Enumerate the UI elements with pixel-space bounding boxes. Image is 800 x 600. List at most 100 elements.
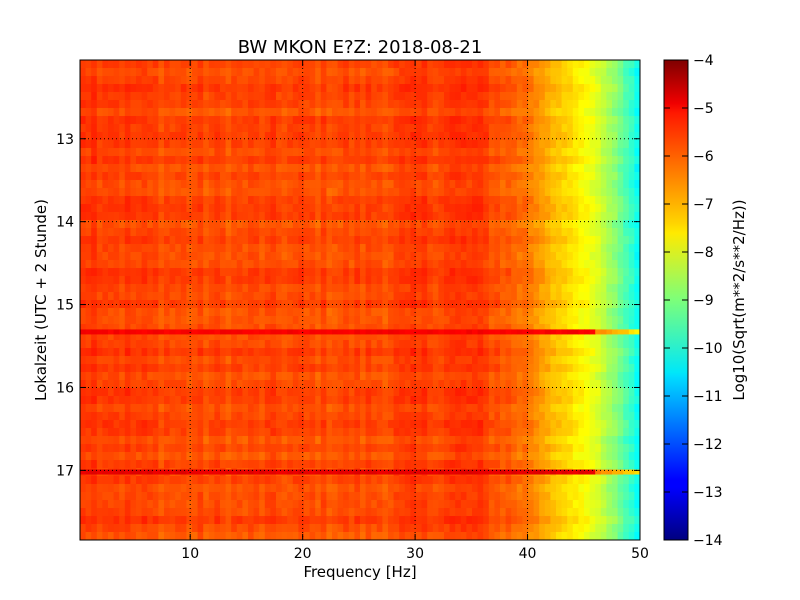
heatmap-cell <box>477 228 484 237</box>
heatmap-cell <box>589 92 596 101</box>
heatmap-cell <box>253 124 260 133</box>
heatmap-cell <box>466 284 473 293</box>
heatmap-cell <box>393 308 400 317</box>
heatmap-cell <box>152 204 159 213</box>
heatmap-cell <box>309 356 316 365</box>
heatmap-cell <box>600 332 607 341</box>
heatmap-cell <box>186 180 193 189</box>
heatmap-cell <box>152 132 159 141</box>
heatmap-cell <box>483 220 490 229</box>
heatmap-cell <box>472 244 479 253</box>
heatmap-cell <box>528 268 535 277</box>
heatmap-cell <box>376 164 383 173</box>
heatmap-cell <box>472 228 479 237</box>
heatmap-cell <box>175 372 182 381</box>
heatmap-cell <box>628 404 635 413</box>
heatmap-cell <box>483 412 490 421</box>
heatmap-cell <box>309 92 316 101</box>
heatmap-cell <box>85 236 92 245</box>
heatmap-cell <box>130 100 137 109</box>
heatmap-cell <box>164 252 171 261</box>
heatmap-cell <box>578 228 585 237</box>
heatmap-cell <box>236 356 243 365</box>
heatmap-cell <box>477 388 484 397</box>
heatmap-cell <box>416 116 423 125</box>
heatmap-cell <box>231 300 238 309</box>
heatmap-cell <box>500 116 507 125</box>
heatmap-cell <box>158 220 165 229</box>
heatmap-cell <box>595 284 602 293</box>
heatmap-cell <box>634 340 640 349</box>
heatmap-cell <box>544 372 551 381</box>
heatmap-cell <box>231 260 238 269</box>
heatmap-cell <box>152 140 159 149</box>
heatmap-cell <box>472 348 479 357</box>
heatmap-cell <box>606 340 613 349</box>
heatmap-cell <box>253 348 260 357</box>
heatmap-cell <box>505 412 512 421</box>
heatmap-cell <box>612 388 619 397</box>
heatmap-cell <box>354 244 361 253</box>
heatmap-cell <box>354 324 361 333</box>
heatmap-cell <box>393 148 400 157</box>
heatmap-cell <box>404 428 411 437</box>
heatmap-cell <box>466 300 473 309</box>
heatmap-cell <box>628 428 635 437</box>
heatmap-cell <box>175 188 182 197</box>
heatmap-cell <box>292 92 299 101</box>
heatmap-cell <box>617 140 624 149</box>
heatmap-cell <box>584 116 591 125</box>
heatmap-cell <box>180 140 187 149</box>
heatmap-cell <box>494 340 501 349</box>
heatmap-cell <box>214 292 221 301</box>
heatmap-cell <box>287 316 294 325</box>
heatmap-cell <box>136 68 143 77</box>
heatmap-cell <box>376 220 383 229</box>
heatmap-cell <box>617 132 624 141</box>
heatmap-cell <box>404 364 411 373</box>
heatmap-cell <box>220 164 227 173</box>
heatmap-cell <box>130 204 137 213</box>
heatmap-cell <box>298 100 305 109</box>
heatmap-cell <box>427 444 434 453</box>
heatmap-cell <box>528 148 535 157</box>
heatmap-cell <box>528 60 535 69</box>
heatmap-cell <box>214 220 221 229</box>
heatmap-cell <box>203 132 210 141</box>
heatmap-cell <box>152 260 159 269</box>
heatmap-cell <box>595 316 602 325</box>
heatmap-cell <box>589 268 596 277</box>
heatmap-cell <box>376 404 383 413</box>
heatmap-cell <box>309 436 316 445</box>
heatmap-cell <box>365 332 372 341</box>
heatmap-cell <box>220 420 227 429</box>
heatmap-cell <box>158 260 165 269</box>
heatmap-cell <box>561 180 568 189</box>
heatmap-cell <box>376 236 383 245</box>
heatmap-cell <box>136 84 143 93</box>
heatmap-cell <box>214 100 221 109</box>
heatmap-cell <box>500 452 507 461</box>
heatmap-cell <box>572 148 579 157</box>
heatmap-cell <box>108 428 115 437</box>
heatmap-cell <box>304 308 311 317</box>
heatmap-cell <box>225 140 232 149</box>
heatmap-cell <box>124 292 131 301</box>
heatmap-cell <box>449 324 456 333</box>
heatmap-cell <box>617 108 624 117</box>
heatmap-cell <box>147 220 154 229</box>
heatmap-cell <box>505 100 512 109</box>
heatmap-cell <box>438 68 445 77</box>
heatmap-cell <box>533 436 540 445</box>
heatmap-cell <box>343 164 350 173</box>
heatmap-cell <box>298 372 305 381</box>
heatmap-cell <box>348 204 355 213</box>
heatmap-cell <box>410 220 417 229</box>
heatmap-cell <box>455 276 462 285</box>
heatmap-cell <box>169 316 176 325</box>
heatmap-cell <box>578 124 585 133</box>
heatmap-cell <box>124 412 131 421</box>
heatmap-cell <box>287 452 294 461</box>
heatmap-cell <box>158 108 165 117</box>
heatmap-cell <box>393 260 400 269</box>
